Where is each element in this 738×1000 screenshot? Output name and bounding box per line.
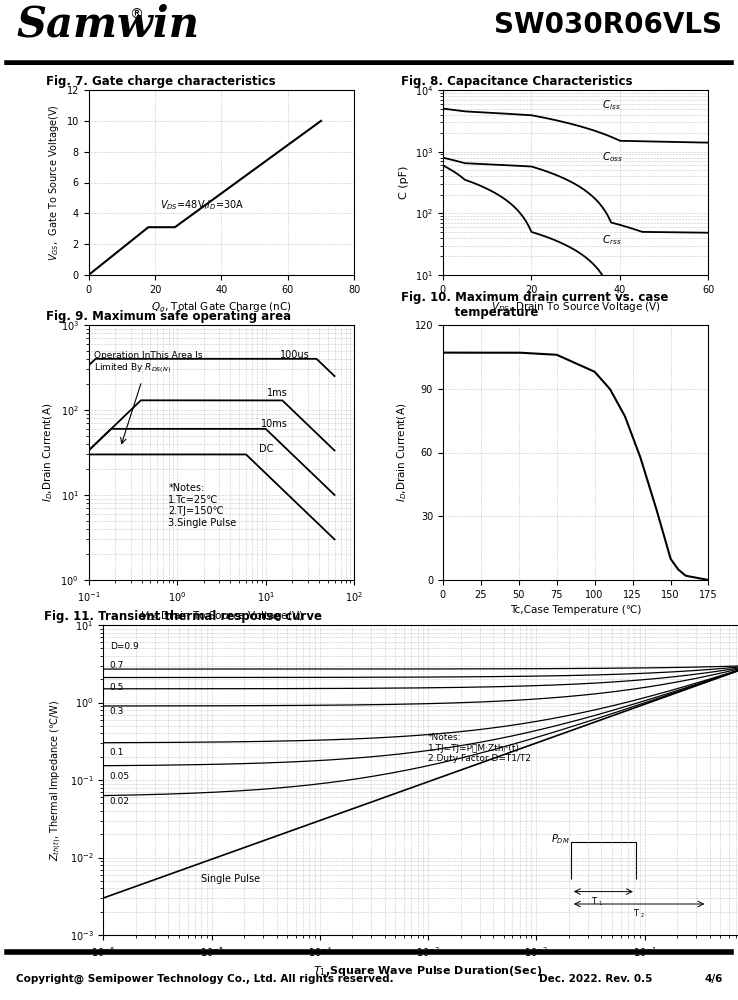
Text: Fig. 7. Gate charge characteristics: Fig. 7. Gate charge characteristics [46, 75, 276, 88]
Text: *Notes:
1.Tc=25℃
2.TJ=150℃
3.Single Pulse: *Notes: 1.Tc=25℃ 2.TJ=150℃ 3.Single Puls… [168, 483, 236, 528]
Text: Dec. 2022. Rev. 0.5: Dec. 2022. Rev. 0.5 [539, 974, 652, 984]
Text: $P_{DM}$: $P_{DM}$ [551, 832, 570, 846]
Text: Operation InThis Area Is
Limited By $R_{DS(N)}$: Operation InThis Area Is Limited By $R_{… [94, 351, 202, 375]
Text: Single Pulse: Single Pulse [201, 874, 260, 884]
Text: $C_{oss}$: $C_{oss}$ [602, 150, 624, 164]
Text: *Notes:
1.TJ=TJ=P₝M·Zthⱼᶜ(t)
2.Duty Factor D=T1/T2: *Notes: 1.TJ=TJ=P₝M·Zthⱼᶜ(t) 2.Duty Fact… [428, 734, 531, 763]
X-axis label: $Q_g$, Total Gate Charge (nC): $Q_g$, Total Gate Charge (nC) [151, 300, 292, 315]
Text: 0.5: 0.5 [110, 682, 124, 692]
Text: $V_{DS}$=48V,$I_D$=30A: $V_{DS}$=48V,$I_D$=30A [160, 198, 245, 212]
Text: Fig. 9. Maximum safe operating area: Fig. 9. Maximum safe operating area [46, 310, 292, 323]
Text: Fig. 11. Transient thermal response curve: Fig. 11. Transient thermal response curv… [44, 610, 322, 623]
Text: ®: ® [129, 8, 143, 22]
Text: 0.05: 0.05 [110, 772, 130, 781]
Text: D=0.9: D=0.9 [110, 642, 139, 651]
Text: 1ms: 1ms [266, 388, 287, 398]
Text: 0.3: 0.3 [110, 707, 124, 716]
Text: Fig. 10. Maximum drain current vs. case
             temperature: Fig. 10. Maximum drain current vs. case … [401, 291, 668, 319]
Text: Copyright@ Semipower Technology Co., Ltd. All rights reserved.: Copyright@ Semipower Technology Co., Ltd… [16, 974, 394, 984]
Text: 4/6: 4/6 [705, 974, 723, 984]
Text: $C_{iss}$: $C_{iss}$ [602, 99, 621, 112]
X-axis label: $V_{DS}$,Drain To Source Voltage(V): $V_{DS}$,Drain To Source Voltage(V) [139, 609, 303, 623]
Y-axis label: $I_D$,Drain Current(A): $I_D$,Drain Current(A) [41, 403, 55, 502]
Text: Fig. 8. Capacitance Characteristics: Fig. 8. Capacitance Characteristics [401, 75, 632, 88]
Y-axis label: $V_{GS}$,  Gate To Source Voltage(V): $V_{GS}$, Gate To Source Voltage(V) [47, 104, 61, 261]
Text: 10ms: 10ms [261, 419, 288, 429]
Text: 0.1: 0.1 [110, 748, 124, 757]
Text: 100us: 100us [280, 350, 310, 360]
X-axis label: $V_{DS}$, Drain To Source Voltage (V): $V_{DS}$, Drain To Source Voltage (V) [491, 300, 661, 314]
Text: 0.02: 0.02 [110, 797, 130, 806]
Text: T: T [591, 897, 596, 906]
X-axis label: Tc,Case Temperature (℃): Tc,Case Temperature (℃) [510, 605, 641, 615]
Y-axis label: $I_D$,Drain Current(A): $I_D$,Drain Current(A) [396, 403, 409, 502]
Y-axis label: C (pF): C (pF) [399, 166, 409, 199]
Y-axis label: $Z_{th(t)}$, Thermal Impedance (℃/W): $Z_{th(t)}$, Thermal Impedance (℃/W) [49, 699, 64, 861]
Text: Samwin: Samwin [16, 4, 199, 46]
Text: $_2$: $_2$ [641, 912, 645, 920]
Text: $C_{rss}$: $C_{rss}$ [602, 234, 622, 247]
Text: SW030R06VLS: SW030R06VLS [494, 11, 722, 39]
Text: $_1$: $_1$ [598, 899, 602, 908]
Text: 0.7: 0.7 [110, 661, 124, 670]
X-axis label: $T_1$,Square Wave Pulse Duration(Sec): $T_1$,Square Wave Pulse Duration(Sec) [314, 964, 542, 978]
Text: DC: DC [258, 444, 273, 454]
Text: T: T [633, 909, 638, 918]
